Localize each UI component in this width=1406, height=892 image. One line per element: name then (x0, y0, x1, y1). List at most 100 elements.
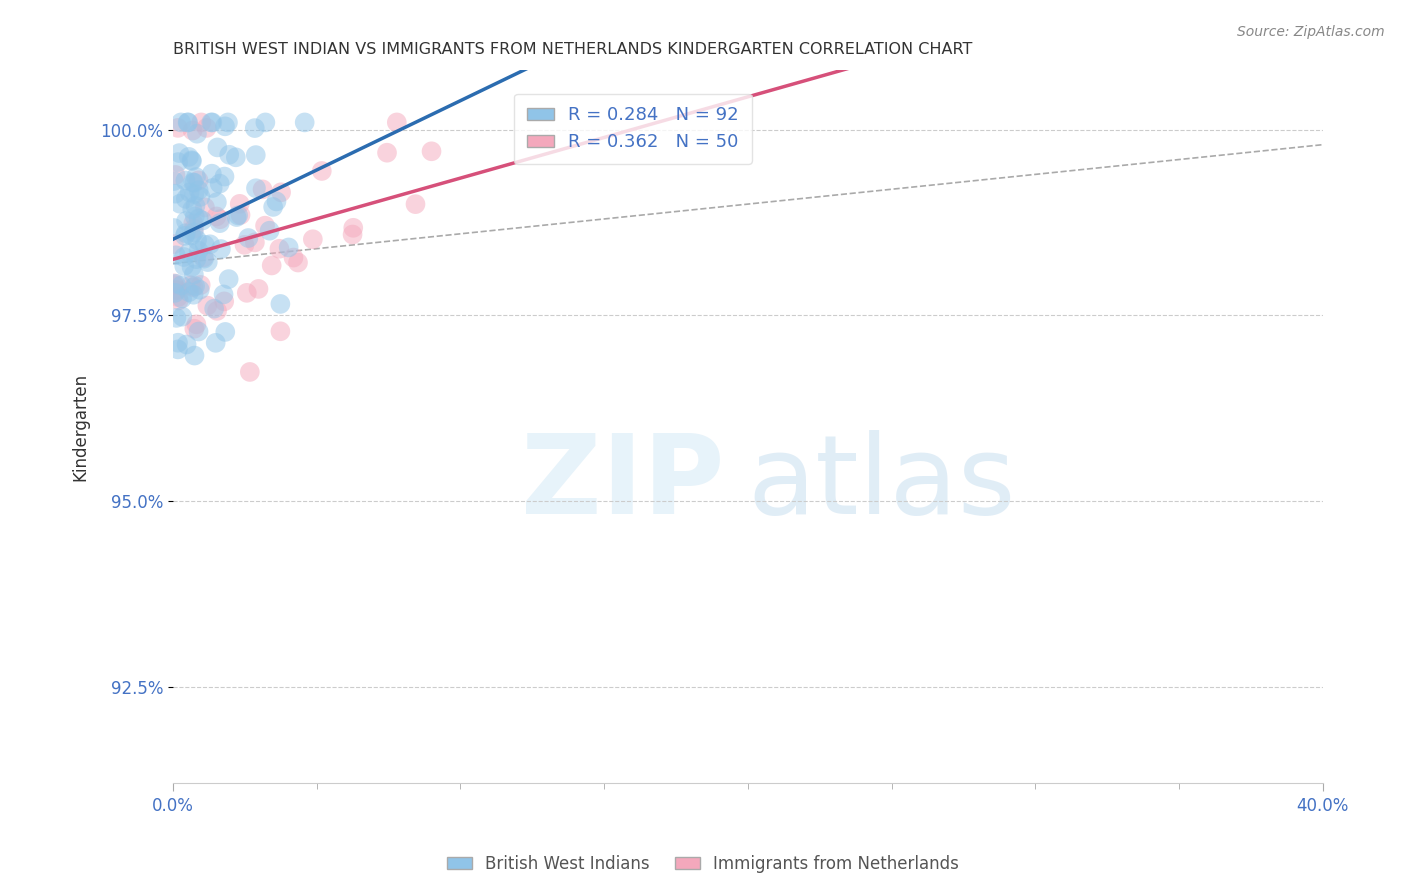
Point (177, 115, 200, 129)
Point (214, 169, 236, 184)
Point (167, 120, 190, 135)
Point (183, 176, 205, 190)
Point (214, 325, 236, 339)
Point (173, 259, 195, 273)
Point (167, 343, 190, 357)
Point (190, 277, 212, 292)
Point (225, 150, 247, 164)
Point (190, 115, 212, 129)
Point (187, 211, 209, 226)
Point (183, 322, 205, 336)
Point (186, 127, 208, 141)
Point (342, 227, 364, 242)
Point (172, 310, 194, 324)
Point (183, 268, 205, 282)
Point (252, 182, 274, 196)
Point (194, 237, 217, 252)
Point (420, 145, 443, 159)
Point (270, 186, 292, 200)
Point (165, 283, 187, 297)
Legend: R = 0.284   N = 92, R = 0.362   N = 50: R = 0.284 N = 92, R = 0.362 N = 50 (515, 94, 752, 164)
Point (245, 181, 267, 195)
Point (169, 146, 191, 161)
Legend: British West Indians, Immigrants from Netherlands: British West Indians, Immigrants from Ne… (440, 848, 966, 880)
Point (208, 216, 231, 230)
Point (167, 335, 190, 350)
Point (183, 187, 205, 202)
Point (269, 242, 291, 256)
Point (187, 183, 209, 197)
Point (266, 194, 288, 209)
Point (201, 115, 224, 129)
Point (163, 285, 186, 300)
Point (283, 251, 305, 265)
Point (254, 219, 277, 233)
Point (174, 173, 197, 187)
Point (201, 167, 224, 181)
Point (186, 233, 208, 247)
Point (183, 221, 205, 235)
Point (187, 325, 209, 339)
Point (180, 260, 202, 274)
Point (165, 186, 187, 201)
Point (181, 202, 204, 217)
Point (217, 115, 239, 129)
Point (201, 181, 224, 195)
Text: atlas: atlas (748, 431, 1017, 538)
Point (179, 186, 201, 200)
Point (177, 285, 200, 299)
Point (186, 252, 208, 267)
Point (245, 148, 267, 162)
Point (177, 150, 200, 164)
Text: BRITISH WEST INDIAN VS IMMIGRANTS FROM NETHERLANDS KINDERGARTEN CORRELATION CHAR: BRITISH WEST INDIAN VS IMMIGRANTS FROM N… (173, 42, 973, 57)
Point (302, 232, 325, 246)
Point (225, 210, 247, 224)
Point (180, 153, 202, 168)
Point (163, 277, 186, 291)
Point (183, 225, 205, 239)
Point (170, 115, 193, 129)
Point (173, 250, 195, 264)
Point (311, 164, 333, 178)
Point (190, 190, 212, 204)
Point (174, 214, 197, 228)
Point (180, 278, 202, 293)
Point (184, 170, 207, 185)
Point (198, 237, 221, 252)
Point (254, 115, 277, 129)
Point (385, 115, 408, 129)
Point (183, 287, 205, 301)
Point (239, 365, 262, 379)
Point (209, 242, 232, 256)
Point (247, 282, 270, 296)
Point (186, 318, 208, 332)
Text: ZIP: ZIP (522, 431, 725, 538)
Point (200, 115, 222, 129)
Point (165, 310, 187, 325)
Point (181, 216, 204, 230)
Point (262, 200, 284, 214)
Point (218, 272, 240, 286)
Point (212, 287, 235, 301)
Point (259, 224, 281, 238)
Point (188, 283, 211, 297)
Point (165, 168, 187, 182)
Point (287, 255, 309, 269)
Point (202, 301, 225, 316)
Point (180, 228, 202, 243)
Point (294, 115, 316, 129)
Point (212, 294, 235, 309)
Point (163, 174, 186, 188)
Point (269, 297, 291, 311)
Point (166, 283, 188, 297)
Point (204, 335, 226, 350)
Point (236, 285, 259, 300)
Point (176, 337, 198, 351)
Point (184, 279, 207, 293)
Y-axis label: Kindergarten: Kindergarten (72, 373, 89, 481)
Point (167, 293, 190, 308)
Point (208, 177, 231, 191)
Point (205, 304, 228, 318)
Point (238, 231, 260, 245)
Point (184, 199, 207, 213)
